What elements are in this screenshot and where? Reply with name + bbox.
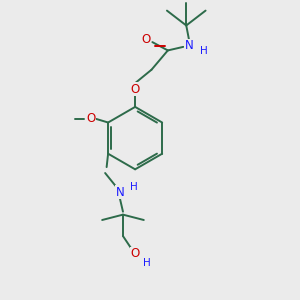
- Text: O: O: [141, 33, 151, 46]
- Text: N: N: [185, 39, 194, 52]
- Text: O: O: [130, 82, 140, 96]
- Text: H: H: [200, 46, 207, 56]
- Text: O: O: [86, 112, 95, 125]
- Text: N: N: [116, 186, 124, 199]
- Text: H: H: [130, 182, 138, 192]
- Text: O: O: [130, 248, 140, 260]
- Text: H: H: [143, 258, 151, 268]
